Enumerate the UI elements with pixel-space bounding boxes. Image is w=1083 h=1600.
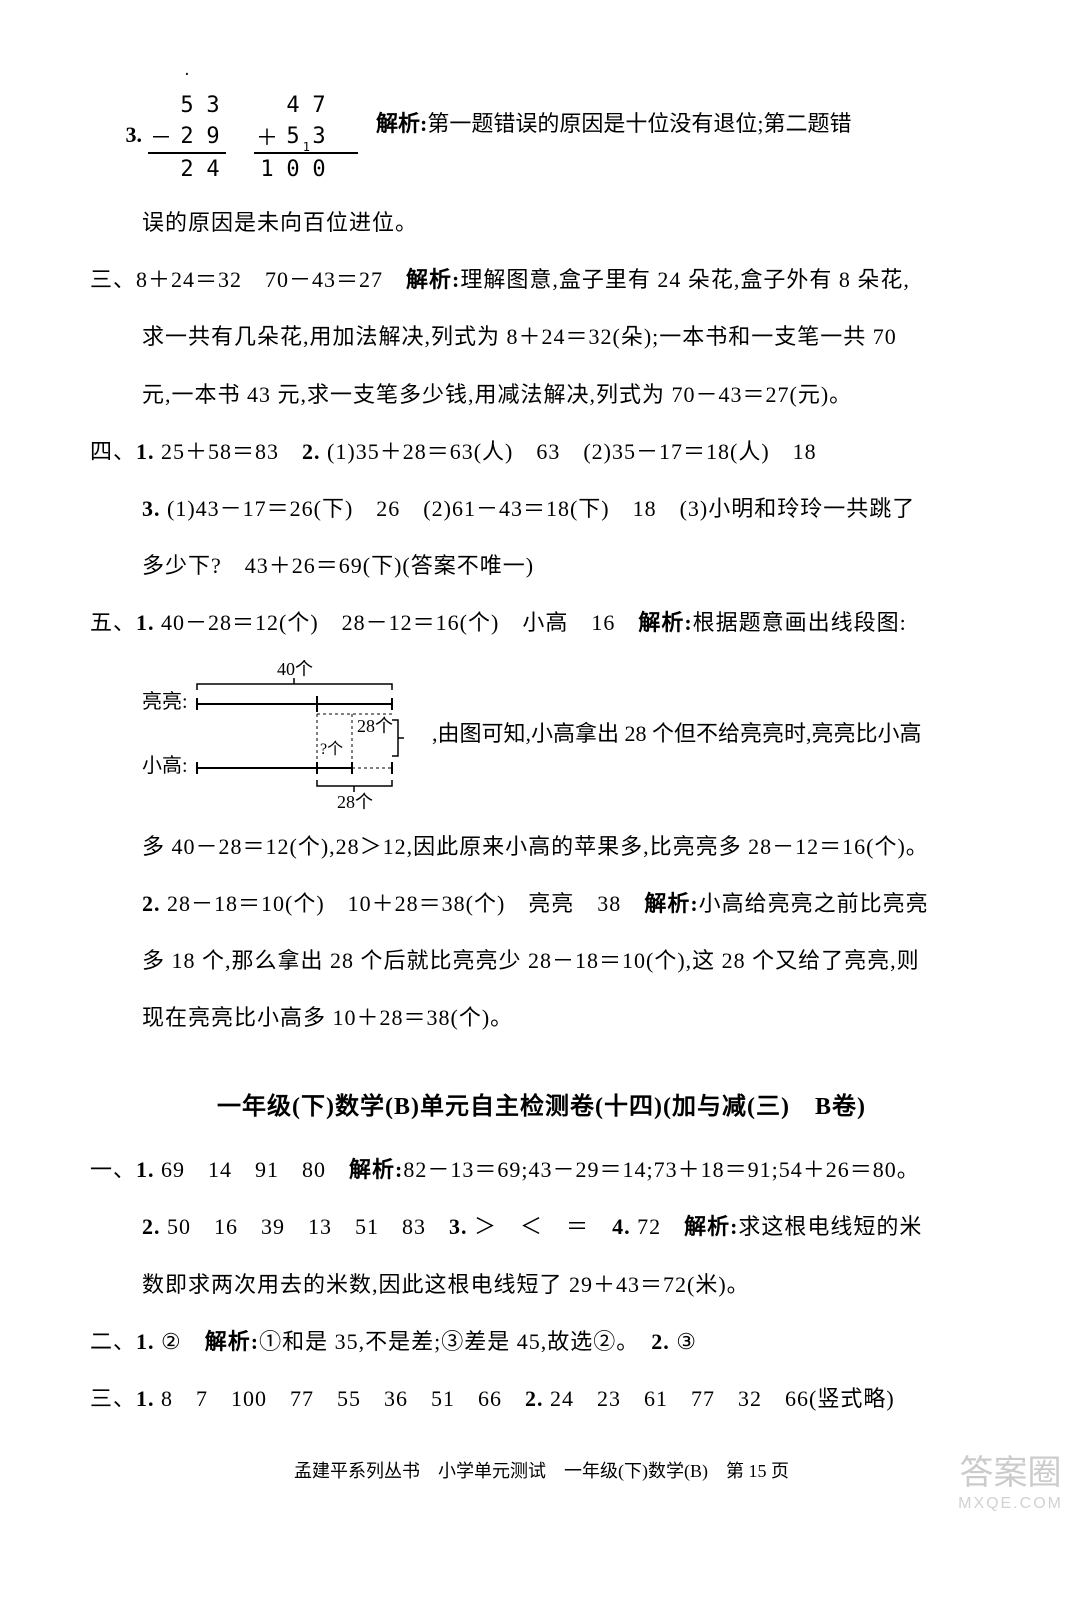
problem-3-analysis-cont: 误的原因是未向百位进位。 xyxy=(90,194,993,251)
t14-san-line1: 三、1. 8 7 100 77 55 36 51 66 2. 24 23 61 … xyxy=(90,1370,993,1427)
wu-q2-line2: 多 18 个,那么拿出 28 个后就比亮亮少 28－18＝10(个),这 28 … xyxy=(90,932,993,989)
mid-28-label: 28个 xyxy=(357,716,393,736)
wu-q2-line1: 2. 28－18＝10(个) 10＋28＝38(个) 亮亮 38 解析:小高给亮… xyxy=(90,875,993,932)
vertical-calc-2: 4 7 ＋ 51 3 1 0 0 xyxy=(254,60,358,184)
liang-label: 亮亮: xyxy=(142,690,188,713)
t14-yi-line3: 数即求两次用去的米数,因此这根电线短了 29＋43＝72(米)。 xyxy=(90,1256,993,1313)
segment-diagram-row: 亮亮: 40个 小高: 28个 ?个 xyxy=(142,660,993,810)
bottom-28-label: 28个 xyxy=(337,792,373,810)
t14-er-line1: 二、1. ② 解析:①和是 35,不是差;③差是 45,故选②。 2. ③ xyxy=(90,1313,993,1370)
q-label: ?个 xyxy=(320,740,343,758)
section-san-line3: 元,一本书 43 元,求一支笔多少钱,用减法解决,列式为 70－43＝27(元)… xyxy=(90,366,993,423)
section-si-line1: 四、1. 25＋58＝83 2. (1)35＋28＝63(人) 63 (2)35… xyxy=(90,423,993,480)
section-san-line1: 三、8＋24＝32 70－43＝27 解析:理解图意,盒子里有 24 朵花,盒子… xyxy=(90,251,993,308)
problem-3-analysis-inline: 解析:第一题错误的原因是十位没有退位;第二题错 xyxy=(376,106,851,138)
section-wu-q1-line1: 五、1. 40－28＝12(个) 28－12＝16(个) 小高 16 解析:根据… xyxy=(90,594,993,651)
t14-yi-line2: 2. 50 16 39 13 51 83 3. ＞ ＜ ＝ 4. 72 解析:求… xyxy=(90,1198,993,1255)
t14-yi-line1: 一、1. 69 14 91 80 解析:82－13＝69;43－29＝14;73… xyxy=(90,1141,993,1198)
wu-q1-cont: 多 40－28＝12(个),28＞12,因此原来小高的苹果多,比亮亮多 28－1… xyxy=(90,818,993,875)
top-40-label: 40个 xyxy=(277,660,313,679)
problem-3-label: 3. xyxy=(90,122,148,148)
test-14-title: 一年级(下)数学(B)单元自主检测卷(十四)(加与减(三) B卷) xyxy=(90,1086,993,1121)
section-si-line2: 3. (1)43－17＝26(下) 26 (2)61－43＝18(下) 18 (… xyxy=(90,480,993,537)
section-san-line2: 求一共有几朵花,用加法解决,列式为 8＋24＝32(朵);一本书和一支笔一共 7… xyxy=(90,308,993,365)
segment-diagram: 亮亮: 40个 小高: 28个 ?个 xyxy=(142,660,422,810)
problem-3-row: 3. · 5 3 － 2 9 2 4 xyxy=(90,60,993,184)
page-footer: 孟建平系列丛书 小学单元测试 一年级(下)数学(B) 第 15 页 xyxy=(90,1457,993,1483)
gao-label: 小高: xyxy=(142,754,188,777)
vertical-calc-group: · 5 3 － 2 9 2 4 xyxy=(148,60,358,184)
section-si-line3: 多少下? 43＋26＝69(下)(答案不唯一) xyxy=(90,537,993,594)
diagram-right-text: ,由图可知,小高拿出 28 个但不给亮亮时,亮亮比小高 xyxy=(432,708,922,761)
wu-q2-line3: 现在亮亮比小高多 10＋28＝38(个)。 xyxy=(90,989,993,1046)
vertical-calc-1: · 5 3 － 2 9 2 4 xyxy=(148,60,226,184)
